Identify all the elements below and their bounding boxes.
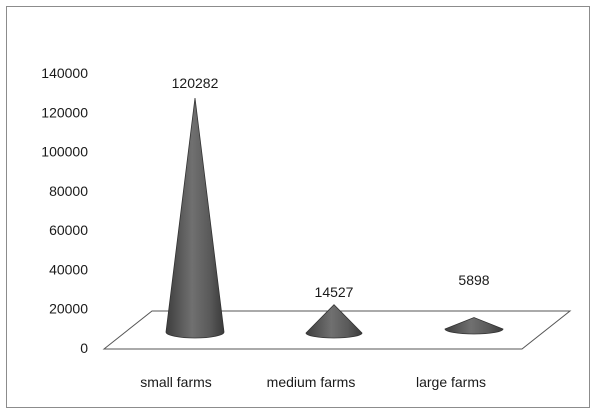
y-tick-label: 140000 xyxy=(41,65,88,81)
cone-bar xyxy=(165,97,225,339)
y-tick-label: 80000 xyxy=(49,183,88,199)
cone-bar xyxy=(305,304,363,339)
y-tick-label: 100000 xyxy=(41,144,88,160)
x-category-label: medium farms xyxy=(267,374,356,390)
y-tick-label: 20000 xyxy=(49,301,88,317)
x-category-label: large farms xyxy=(416,374,486,390)
data-label: 14527 xyxy=(315,284,354,300)
data-label: 120282 xyxy=(172,75,219,91)
cone-bar xyxy=(444,317,504,335)
y-tick-label: 0 xyxy=(80,340,88,356)
y-tick-label: 60000 xyxy=(49,222,88,238)
data-label: 5898 xyxy=(458,272,489,288)
x-category-label: small farms xyxy=(140,374,212,390)
y-tick-label: 40000 xyxy=(49,261,88,277)
y-tick-label: 120000 xyxy=(41,104,88,120)
